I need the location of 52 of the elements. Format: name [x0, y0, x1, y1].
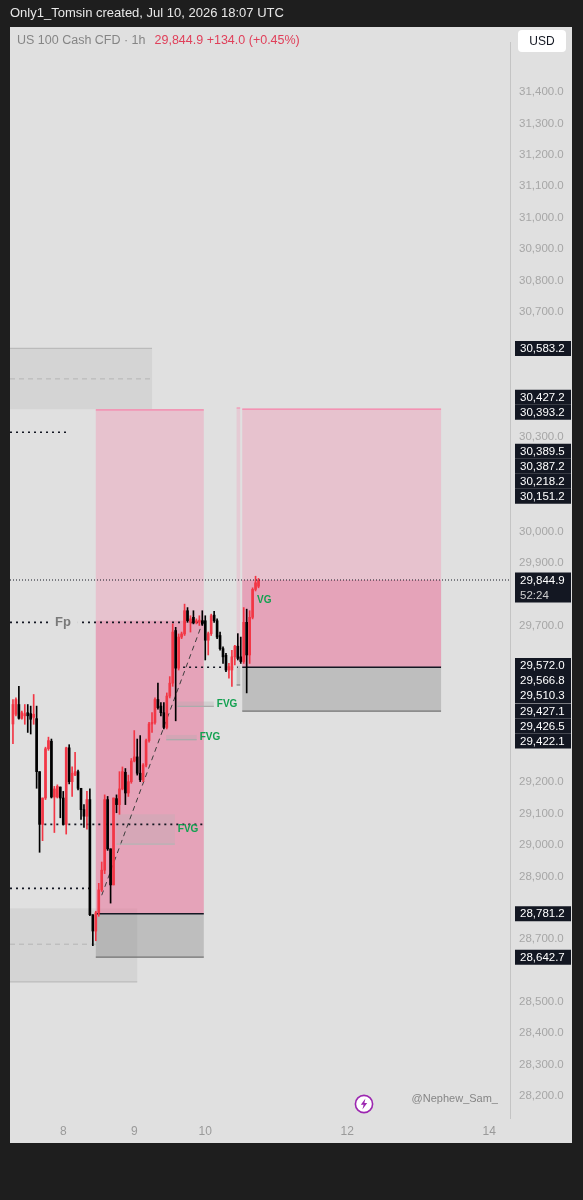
text: 29,566.8 — [520, 674, 565, 687]
y-tick-label: 31,100.0 — [519, 179, 564, 192]
text: 29,510.3 — [520, 689, 565, 702]
y-tick-label: 30,700.0 — [519, 304, 564, 317]
y-tick-label: 30,300.0 — [519, 430, 564, 443]
y-tick-label: 29,700.0 — [519, 618, 564, 631]
text: 29,427.1 — [520, 704, 565, 717]
y-tick-label: 28,700.0 — [519, 932, 564, 945]
text: Only1_Tomsin created, Jul 10, 2026 18:07 UTC — [10, 5, 284, 20]
chart-subtitle: 29,844.9 +134.0 (+0.45%) — [154, 33, 300, 47]
text: 29,572.0 — [520, 659, 565, 672]
text: 28,781.2 — [520, 907, 565, 920]
text: 29,422.1 — [520, 734, 565, 747]
y-tick-label: 30,800.0 — [519, 273, 564, 286]
y-tick-label: 29,100.0 — [519, 806, 564, 819]
annotation: @Nephew_Sam_ — [411, 1092, 499, 1105]
x-tick-label: 10 — [198, 1123, 213, 1138]
y-tick-label: 28,200.0 — [519, 1089, 564, 1102]
series-label: FVG — [177, 822, 199, 834]
text: 30,387.2 — [520, 459, 565, 472]
text: 29,426.5 — [520, 719, 565, 732]
x-tick-label: 12 — [340, 1123, 355, 1138]
y-tick-label: 28,400.0 — [519, 1026, 564, 1039]
x-tick-label: 8 — [59, 1123, 67, 1138]
annotation: VG — [257, 594, 272, 606]
y-tick-label: 31,400.0 — [519, 85, 564, 98]
series-label: FVG — [216, 697, 238, 709]
ref-line-label: 29,844.9 52:24 — [520, 573, 565, 601]
text: 30,218.2 — [520, 474, 565, 487]
y-tick-label: 30,000.0 — [519, 524, 564, 537]
text: 30,151.2 — [520, 489, 565, 502]
y-tick-label: 31,000.0 — [519, 210, 564, 223]
text: 30,427.2 — [520, 391, 565, 404]
text: 30,583.2 — [520, 342, 565, 355]
y-tick-label: 31,300.0 — [519, 116, 564, 129]
x-tick-label: 14 — [482, 1123, 497, 1138]
y-tick-label: 28,900.0 — [519, 869, 564, 882]
chart-title: US 100 Cash CFD · 1h — [17, 33, 146, 47]
series-label: Fp — [55, 613, 71, 629]
y-tick-label: 31,200.0 — [519, 148, 564, 161]
y-tick-label: 29,200.0 — [519, 775, 564, 788]
text: 28,642.7 — [520, 950, 565, 963]
y-tick-label: 29,000.0 — [519, 838, 564, 851]
y-axis-title: USD — [518, 30, 566, 52]
text: 30,393.2 — [520, 406, 565, 419]
y-tick-label: 28,500.0 — [519, 995, 564, 1008]
y-tick-label: 29,900.0 — [519, 555, 564, 568]
y-tick-label: 30,900.0 — [519, 242, 564, 255]
y-tick-label: 28,300.0 — [519, 1057, 564, 1070]
text: 30,389.5 — [520, 444, 565, 457]
x-tick-label: 9 — [130, 1123, 138, 1138]
series-label: FVG — [199, 731, 221, 743]
